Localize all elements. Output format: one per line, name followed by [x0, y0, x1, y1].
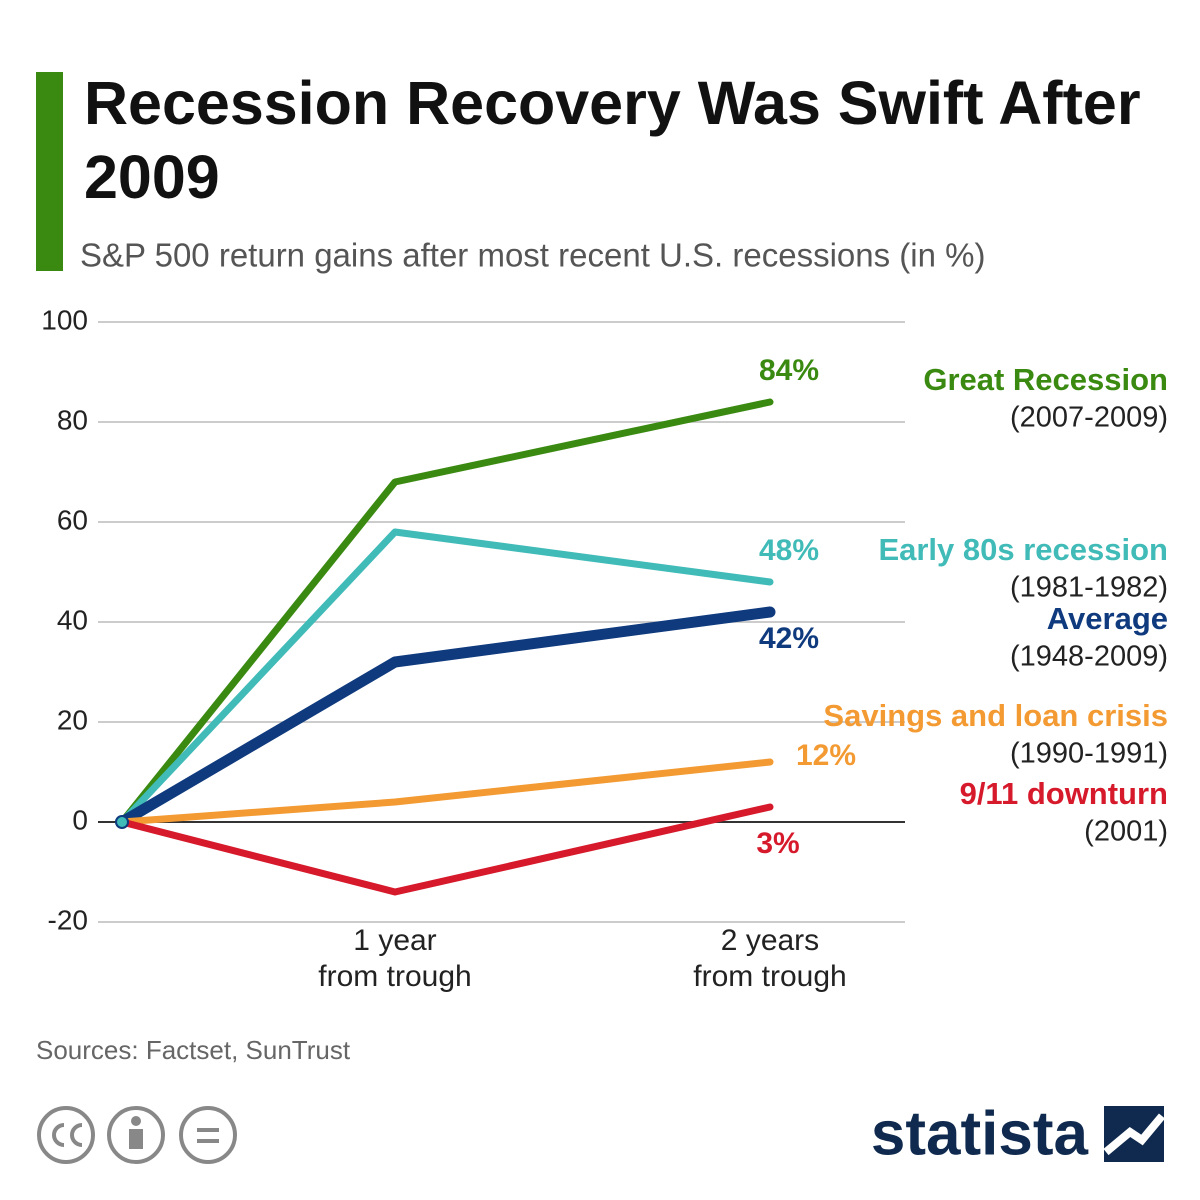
value-label: 12% — [796, 739, 856, 772]
legend-period: (2007-2009) — [1010, 402, 1168, 434]
y-tick-label: 20 — [57, 704, 88, 735]
brand-icon — [1103, 1106, 1166, 1162]
legend-name: Savings and loan crisis — [823, 698, 1168, 733]
x-tick-label: 2 years — [721, 924, 819, 957]
series-line — [118, 398, 774, 826]
y-tick-label: 60 — [57, 504, 88, 535]
series-line — [118, 528, 774, 826]
legend-period: (1948-2009) — [1010, 641, 1168, 673]
x-tick-label: from trough — [693, 960, 846, 993]
series-line — [116, 606, 776, 828]
series-line — [118, 803, 774, 896]
legend-period: (1990-1991) — [1010, 738, 1168, 770]
accent-bar — [36, 72, 63, 271]
series-line — [118, 758, 774, 826]
legend-name: Early 80s recession — [878, 532, 1168, 567]
y-tick-label: 0 — [72, 804, 88, 835]
y-tick-label: 80 — [57, 404, 88, 435]
x-tick-label: from trough — [318, 960, 471, 993]
origin-marker — [115, 815, 129, 829]
y-tick-label: 100 — [41, 304, 88, 335]
legend-period: (1981-1982) — [1010, 572, 1168, 604]
brand: statista — [871, 1099, 1089, 1168]
legend-period: (2001) — [1084, 816, 1168, 848]
source: Sources: Factset, SunTrust — [36, 1035, 351, 1065]
value-label: 48% — [759, 534, 819, 567]
value-label: 84% — [759, 354, 819, 387]
y-tick-label: 40 — [57, 604, 88, 635]
chart-subtitle: S&P 500 return gains after most recent U… — [80, 237, 985, 274]
value-label: 3% — [756, 827, 799, 860]
legend-name: 9/11 downturn — [960, 776, 1168, 811]
value-label: 42% — [759, 622, 819, 655]
legend-name: Great Recession — [923, 362, 1168, 397]
x-tick-label: 1 year — [353, 924, 436, 957]
chart-title: Recession Recovery Was Swift After 2009 — [84, 69, 1141, 211]
y-tick-label: -20 — [48, 904, 88, 935]
legend-name: Average — [1047, 601, 1168, 636]
license-icons — [37, 1106, 237, 1164]
